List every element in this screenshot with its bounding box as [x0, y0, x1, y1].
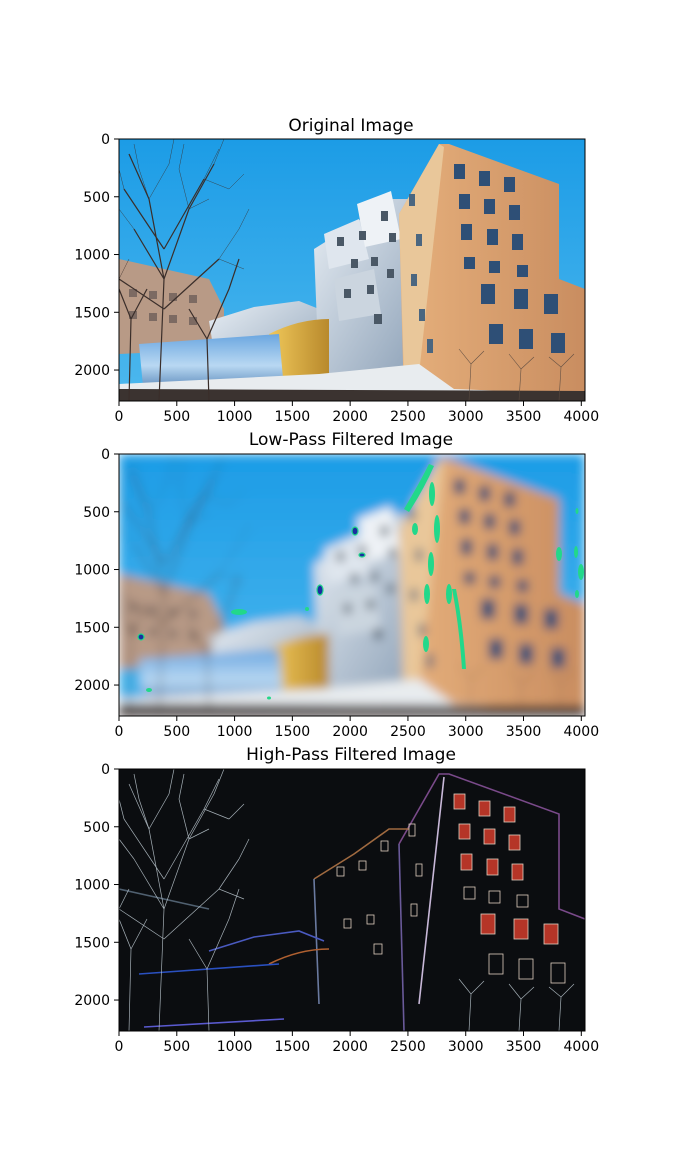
x-tick-label: 3500 — [506, 409, 542, 425]
x-tick-label: 2000 — [332, 409, 368, 425]
x-tick-label: 500 — [163, 409, 190, 425]
x-tick-label: 2000 — [332, 1039, 368, 1055]
x-tick-label: 500 — [163, 1039, 190, 1055]
x-tick-label: 2000 — [332, 724, 368, 740]
panel-title-highpass: High-Pass Filtered Image — [246, 745, 456, 765]
lowpass-image — [119, 454, 585, 716]
y-tick-label: 1500 — [74, 305, 110, 321]
y-tick-label: 1000 — [74, 248, 110, 264]
y-tick-label: 2000 — [74, 678, 110, 694]
x-tick-label: 500 — [163, 724, 190, 740]
y-tick-label: 500 — [83, 190, 110, 206]
x-tick-label: 4000 — [563, 1039, 599, 1055]
x-tick-label: 1000 — [217, 409, 253, 425]
y-tick-label: 0 — [101, 762, 110, 778]
highpass-image — [119, 769, 585, 1031]
x-tick-label: 4000 — [563, 724, 599, 740]
x-tick-label: 3000 — [448, 1039, 484, 1055]
y-tick-label: 2000 — [74, 363, 110, 379]
x-tick-label: 1500 — [275, 409, 311, 425]
panel-title-lowpass: Low-Pass Filtered Image — [249, 430, 453, 450]
y-tick-label: 500 — [83, 505, 110, 521]
y-tick-label: 1000 — [74, 878, 110, 894]
x-tick-label: 1000 — [217, 724, 253, 740]
x-tick-label: 1000 — [217, 1039, 253, 1055]
x-tick-label: 2500 — [390, 724, 426, 740]
x-tick-label: 2500 — [390, 409, 426, 425]
x-tick-label: 1500 — [275, 724, 311, 740]
panel-title-original: Original Image — [288, 116, 413, 136]
x-tick-label: 3000 — [448, 409, 484, 425]
y-tick-label: 0 — [101, 132, 110, 148]
x-tick-label: 3500 — [506, 724, 542, 740]
x-tick-label: 0 — [115, 409, 124, 425]
x-tick-label: 4000 — [563, 409, 599, 425]
y-tick-label: 1500 — [74, 620, 110, 636]
y-tick-label: 500 — [83, 820, 110, 836]
x-tick-label: 0 — [115, 724, 124, 740]
y-tick-label: 2000 — [74, 993, 110, 1009]
y-tick-label: 1000 — [74, 563, 110, 579]
x-tick-label: 3000 — [448, 724, 484, 740]
y-tick-label: 0 — [101, 447, 110, 463]
x-tick-label: 2500 — [390, 1039, 426, 1055]
x-tick-label: 1500 — [275, 1039, 311, 1055]
original-image — [119, 139, 585, 401]
x-tick-label: 0 — [115, 1039, 124, 1055]
y-tick-label: 1500 — [74, 935, 110, 951]
x-tick-label: 3500 — [506, 1039, 542, 1055]
